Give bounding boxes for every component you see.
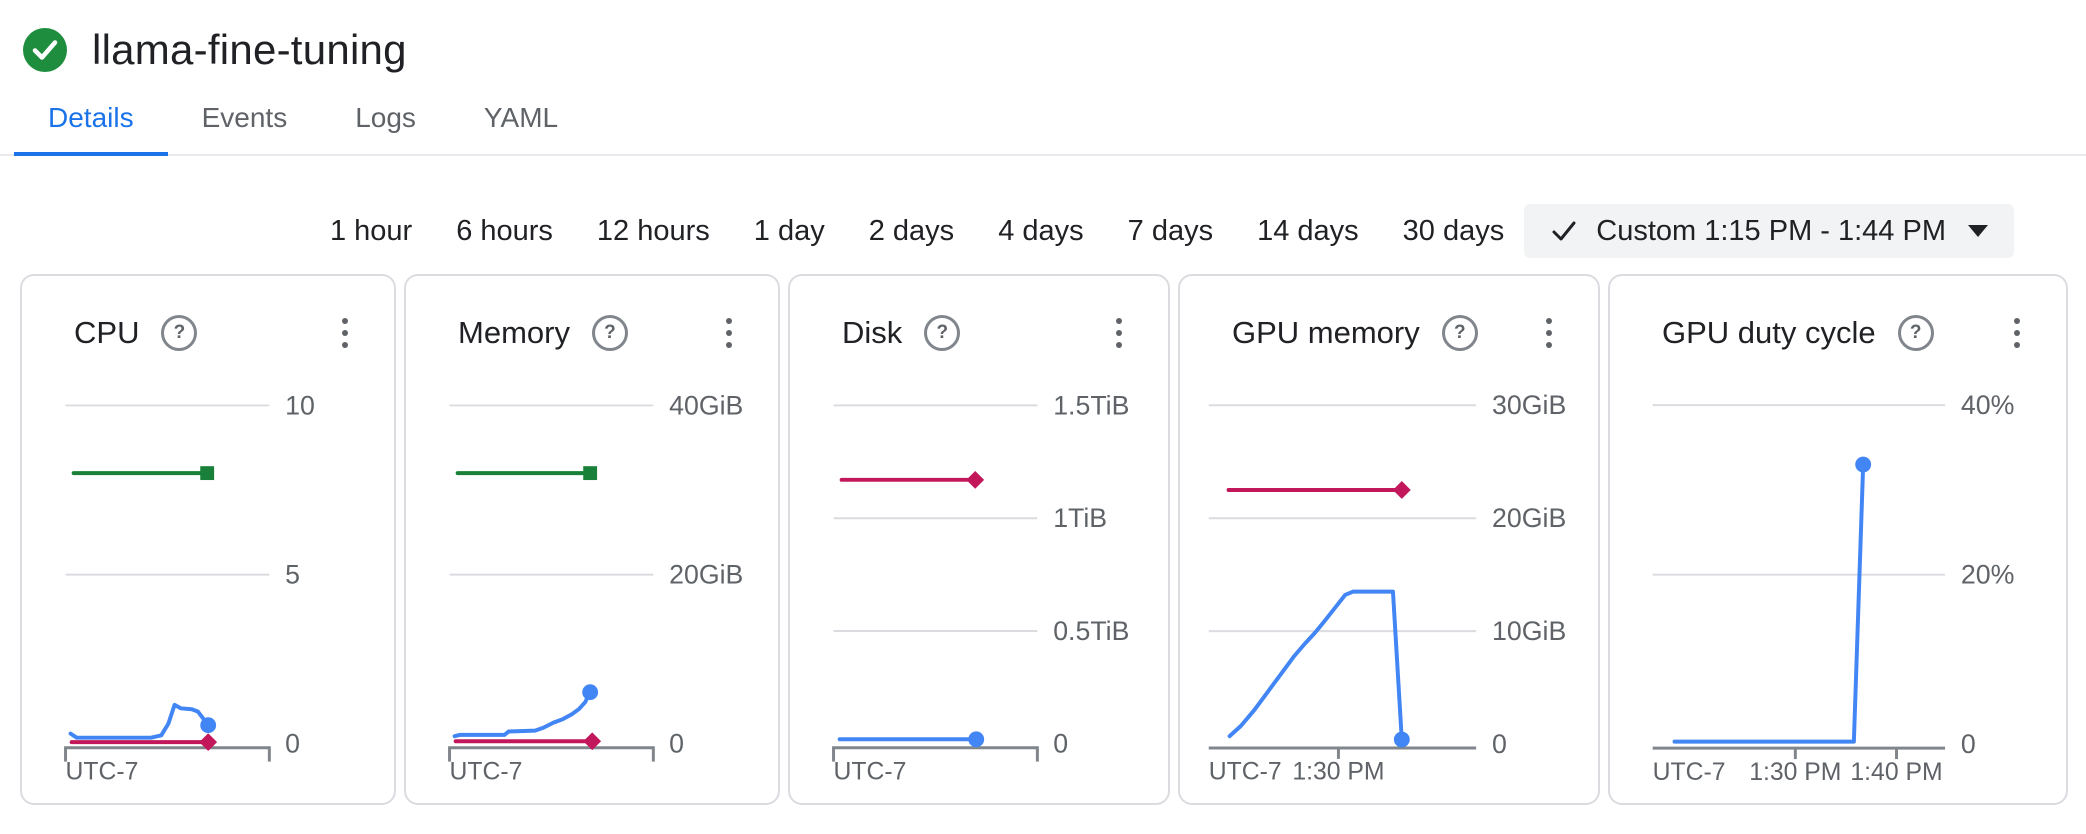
checkmark-icon [1550,217,1578,245]
chart-canvas: 1.5TiB 1TiB 0.5TiB 0 UTC-7 [832,390,1129,785]
y-axis-zero-label: 0 [1961,729,1976,759]
y-axis-label: 40% [1961,390,2015,420]
tab-details[interactable]: Details [14,88,168,156]
y-axis-label: 5 [285,560,300,590]
y-axis-label: 20GiB [669,560,743,590]
timezone-label: UTC-7 [834,758,907,785]
more-options-icon[interactable] [338,314,352,352]
y-axis-label: 20% [1961,560,2015,590]
card-header: GPU duty cycle ? [1662,314,2030,352]
custom-time-range-button[interactable]: Custom 1:15 PM - 1:44 PM [1524,204,2014,258]
y-axis-label: 40GiB [669,390,743,420]
y-axis-label: 10 [285,390,315,420]
chart-canvas: 40GiB 20GiB 0 UTC-7 [448,390,743,785]
timezone-label: UTC-7 [450,758,523,785]
chart-canvas: 30GiB 20GiB 10GiB 0 1:30 PM UTC-7 [1209,390,1567,786]
series-line-blue [452,690,593,739]
dropdown-arrow-icon [1968,225,1988,237]
time-range-toolbar: 1 hour 6 hours 12 hours 1 day 2 days 4 days 7 … [0,204,2014,258]
chart-title: Memory [458,315,570,350]
tab-logs[interactable]: Logs [321,88,450,154]
series-marker-diamond [1392,481,1411,499]
time-range-option-4-days[interactable]: 4 days [998,214,1084,247]
series-marker-square [583,466,598,481]
y-axis-label: 30GiB [1492,390,1566,420]
chart-canvas: 40% 20% 0 1:30 PM 1:40 PM UTC-7 [1652,390,2015,786]
x-axis-tick-label: 1:30 PM [1292,759,1384,786]
tab-bar: Details Events Logs YAML [0,88,2086,156]
metric-card-disk: Disk ? 1.5TiB 1TiB 0.5TiB 0 UTC-7 [788,274,1170,805]
x-axis [832,746,1039,762]
chart-title: Disk [842,315,903,350]
help-icon[interactable]: ? [591,315,628,351]
y-axis-zero-label: 0 [1492,729,1507,759]
workload-details-page: llama-fine-tuning Details Events Logs YAML … [0,0,2086,805]
y-axis-label: 1.5TiB [1053,390,1129,420]
help-icon[interactable]: ? [924,315,961,351]
y-axis-label: 10GiB [1492,616,1566,646]
page-title: llama-fine-tuning [92,26,407,73]
card-header: Disk ? [842,314,1132,352]
custom-time-range-label: Custom 1:15 PM - 1:44 PM [1596,214,1946,247]
help-icon[interactable]: ? [1897,315,1934,351]
series-line-blue [1672,462,1866,744]
metric-card-gpu-memory: GPU memory ? 30GiB 20GiB 10GiB 0 1:30 PM UTC-… [1178,274,1600,805]
page-header: llama-fine-tuning [0,0,2086,74]
chart-title: GPU memory [1232,315,1420,350]
series-marker-circle [1855,456,1872,473]
time-range-option-30-days[interactable]: 30 days [1402,214,1505,247]
timezone-label: UTC-7 [1653,759,1726,786]
time-range-option-14-days[interactable]: 14 days [1257,214,1359,247]
help-icon[interactable]: ? [1441,315,1478,351]
tab-events[interactable]: Events [168,88,322,154]
series-marker-circle [582,684,599,701]
y-axis-zero-label: 0 [669,729,684,759]
help-icon[interactable]: ? [161,315,198,351]
series-marker-diamond [966,470,985,489]
time-range-option-1-hour[interactable]: 1 hour [329,214,413,247]
chart-title: CPU [74,315,140,350]
x-axis-tick-label: 1:40 PM [1850,759,1942,786]
time-range-option-2-days[interactable]: 2 days [868,214,955,247]
y-axis-zero-label: 0 [285,729,300,759]
series-marker-circle [968,731,985,748]
time-range-option-1-day[interactable]: 1 day [753,214,825,247]
metric-cards-row: CPU ? 10 5 0 UTC-7 Memory ? 40GiB 20GiB 0 UTC-… [0,258,2086,805]
tab-yaml[interactable]: YAML [450,88,592,154]
metric-card-memory: Memory ? 40GiB 20GiB 0 UTC-7 [404,274,780,805]
series-marker-diamond [199,733,218,752]
y-axis-label: 0.5TiB [1053,616,1129,646]
more-options-icon[interactable] [1112,314,1126,352]
series-line-blue [1227,589,1404,742]
time-range-option-12-hours[interactable]: 12 hours [596,214,710,247]
series-marker-square [200,466,215,481]
time-range-option-6-hours[interactable]: 6 hours [456,214,553,247]
card-header: GPU memory ? [1232,314,1562,352]
chart-title: GPU duty cycle [1662,315,1876,350]
series-marker-diamond [583,732,602,751]
card-header: CPU ? [74,314,358,352]
more-options-icon[interactable] [1542,314,1556,352]
y-axis-zero-label: 0 [1053,729,1068,759]
x-axis-tick-label: 1:30 PM [1749,759,1841,786]
y-axis-label: 1TiB [1053,503,1107,533]
more-options-icon[interactable] [2010,314,2024,352]
x-axis [64,746,271,762]
series-marker-circle [200,717,217,734]
more-options-icon[interactable] [722,314,736,352]
status-ok-icon [22,27,68,73]
x-axis [448,746,655,762]
series-line-blue [68,702,211,740]
metric-card-cpu: CPU ? 10 5 0 UTC-7 [20,274,396,805]
chart-canvas: 10 5 0 UTC-7 [64,390,315,785]
card-header: Memory ? [458,314,742,352]
timezone-label: UTC-7 [1209,759,1282,786]
metric-card-gpu-duty-cycle: GPU duty cycle ? 40% 20% 0 1:30 PM 1:40 PM UT… [1608,274,2068,805]
time-range-option-7-days[interactable]: 7 days [1127,214,1214,247]
series-marker-circle [1393,731,1410,748]
time-range-options: 1 hour 6 hours 12 hours 1 day 2 days 4 days 7 … [330,215,1504,248]
timezone-label: UTC-7 [66,758,139,785]
y-axis-label: 20GiB [1492,503,1566,533]
